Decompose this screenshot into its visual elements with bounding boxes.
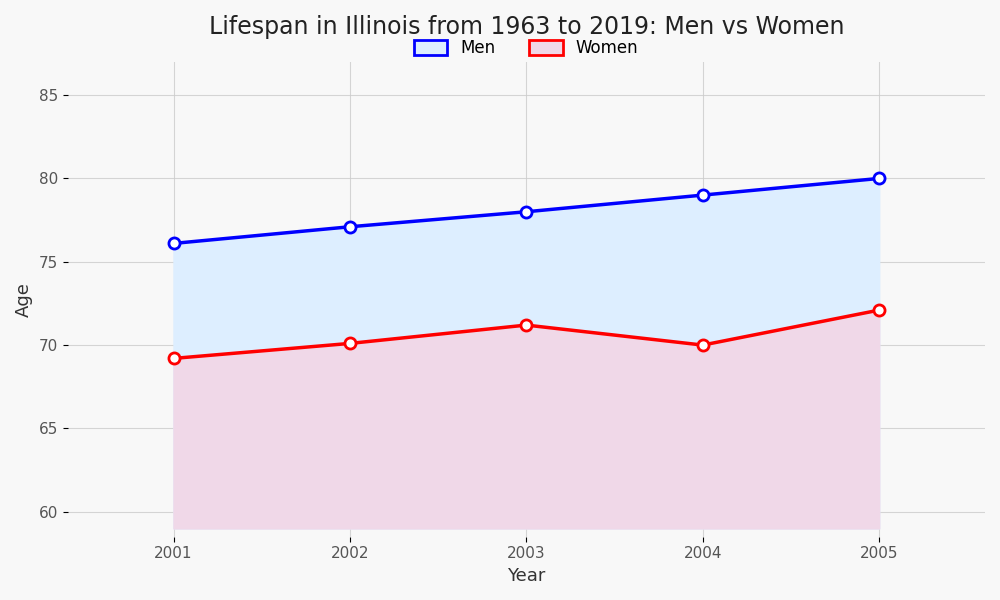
Title: Lifespan in Illinois from 1963 to 2019: Men vs Women: Lifespan in Illinois from 1963 to 2019: … xyxy=(209,15,844,39)
X-axis label: Year: Year xyxy=(507,567,546,585)
Legend: Men, Women: Men, Women xyxy=(407,32,645,64)
Y-axis label: Age: Age xyxy=(15,282,33,317)
